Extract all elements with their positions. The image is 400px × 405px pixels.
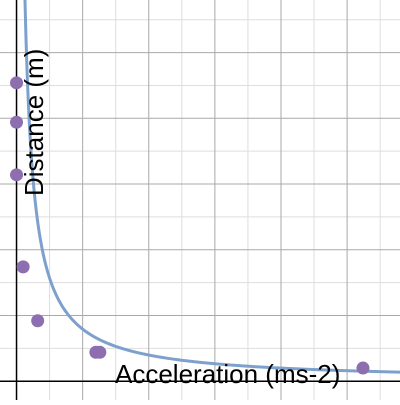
data-point-1: [10, 76, 24, 90]
data-point-8: [356, 361, 370, 375]
data-point-7: [93, 345, 107, 359]
data-point-2: [10, 115, 24, 129]
axis-labels: Acceleration (ms-2) Distance (m): [19, 49, 340, 389]
fit-curve: [23, 0, 400, 374]
data-points-layer: [10, 76, 370, 375]
y-axis-title: Distance (m): [19, 49, 49, 196]
fit-curve-layer: [23, 0, 400, 374]
data-point-3: [10, 168, 24, 182]
data-point-4: [16, 260, 30, 274]
x-axis-title: Acceleration (ms-2): [115, 359, 340, 389]
data-point-5: [31, 314, 45, 328]
